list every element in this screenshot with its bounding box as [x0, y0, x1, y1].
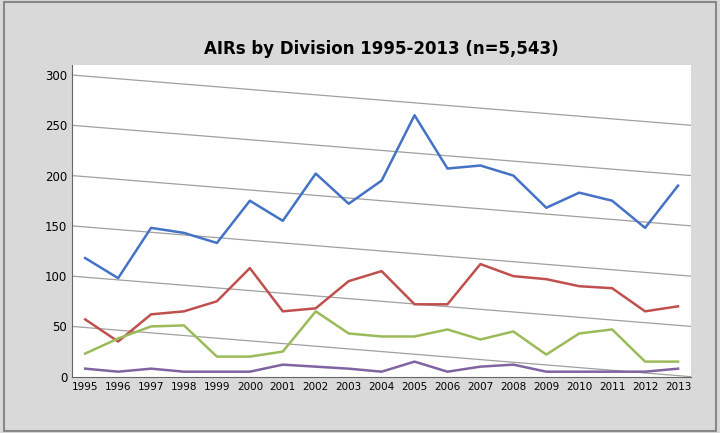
- Title: AIRs by Division 1995-2013 (n=5,543): AIRs by Division 1995-2013 (n=5,543): [204, 40, 559, 58]
